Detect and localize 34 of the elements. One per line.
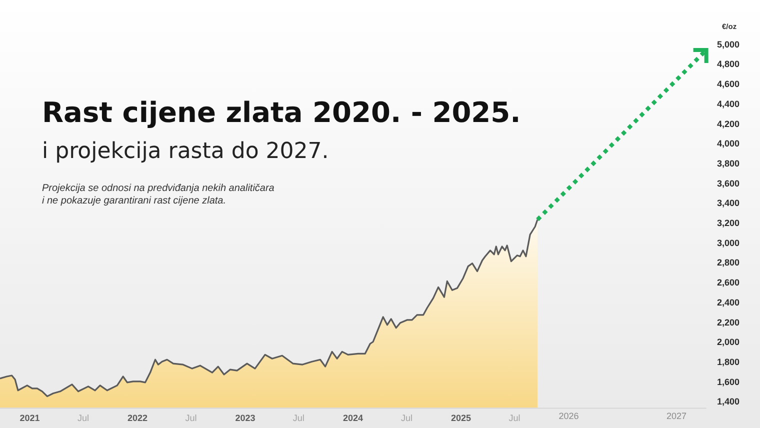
x-tick-label: 2026 [558, 411, 579, 421]
x-tick-label: Jul [77, 413, 89, 423]
y-tick-label: 3,600 [717, 178, 740, 188]
x-tick-label: Jul [508, 413, 520, 423]
y-tick-label: 4,600 [717, 79, 740, 90]
x-tick-label: 2025 [451, 413, 472, 423]
y-tick-label: 2,000 [717, 337, 740, 348]
y-tick-label: 3,400 [717, 198, 740, 208]
y-tick-label: 1,800 [717, 356, 740, 367]
annotation: Projekcija se odnosi na predviđanja nekih analitičara i ne pokazuje garantirani rast cijene zlata. [42, 183, 275, 206]
y-tick-label: 1,600 [717, 376, 740, 387]
y-tick-label: 4,400 [717, 98, 740, 109]
x-tick-label: 2022 [128, 413, 148, 423]
x-tick-label: Jul [185, 413, 197, 423]
y-tick-label: 3,000 [717, 238, 740, 248]
y-tick-label: 5,000 [717, 39, 740, 50]
text: Rast cijene zlata 2020. - 2025. [42, 96, 521, 129]
y-tick-label: 3,800 [717, 158, 740, 168]
x-tick-label: Jul [292, 413, 304, 423]
x-tick-label: Jul [400, 413, 412, 423]
y-tick-label: 2,200 [717, 317, 740, 328]
y-tick-label: 1,400 [717, 396, 740, 407]
y-tick-label: 3,200 [717, 218, 740, 228]
y-tick-label: 4,200 [717, 118, 740, 129]
y-tick-label: 4,000 [717, 138, 740, 149]
x-tick-label: 2024 [342, 413, 364, 423]
y-tick-label: 2,400 [717, 297, 740, 308]
y-tick-label: 2,600 [717, 278, 740, 288]
y-tick-label: 4,800 [717, 59, 740, 70]
x-tick-label: 2021 [20, 413, 40, 423]
text: i projekcija rasta do 2027. [42, 139, 329, 164]
x-tick-label: 2027 [666, 411, 687, 421]
x-tick-label: 2023 [235, 413, 256, 423]
y-tick-label: 2,800 [717, 258, 740, 268]
